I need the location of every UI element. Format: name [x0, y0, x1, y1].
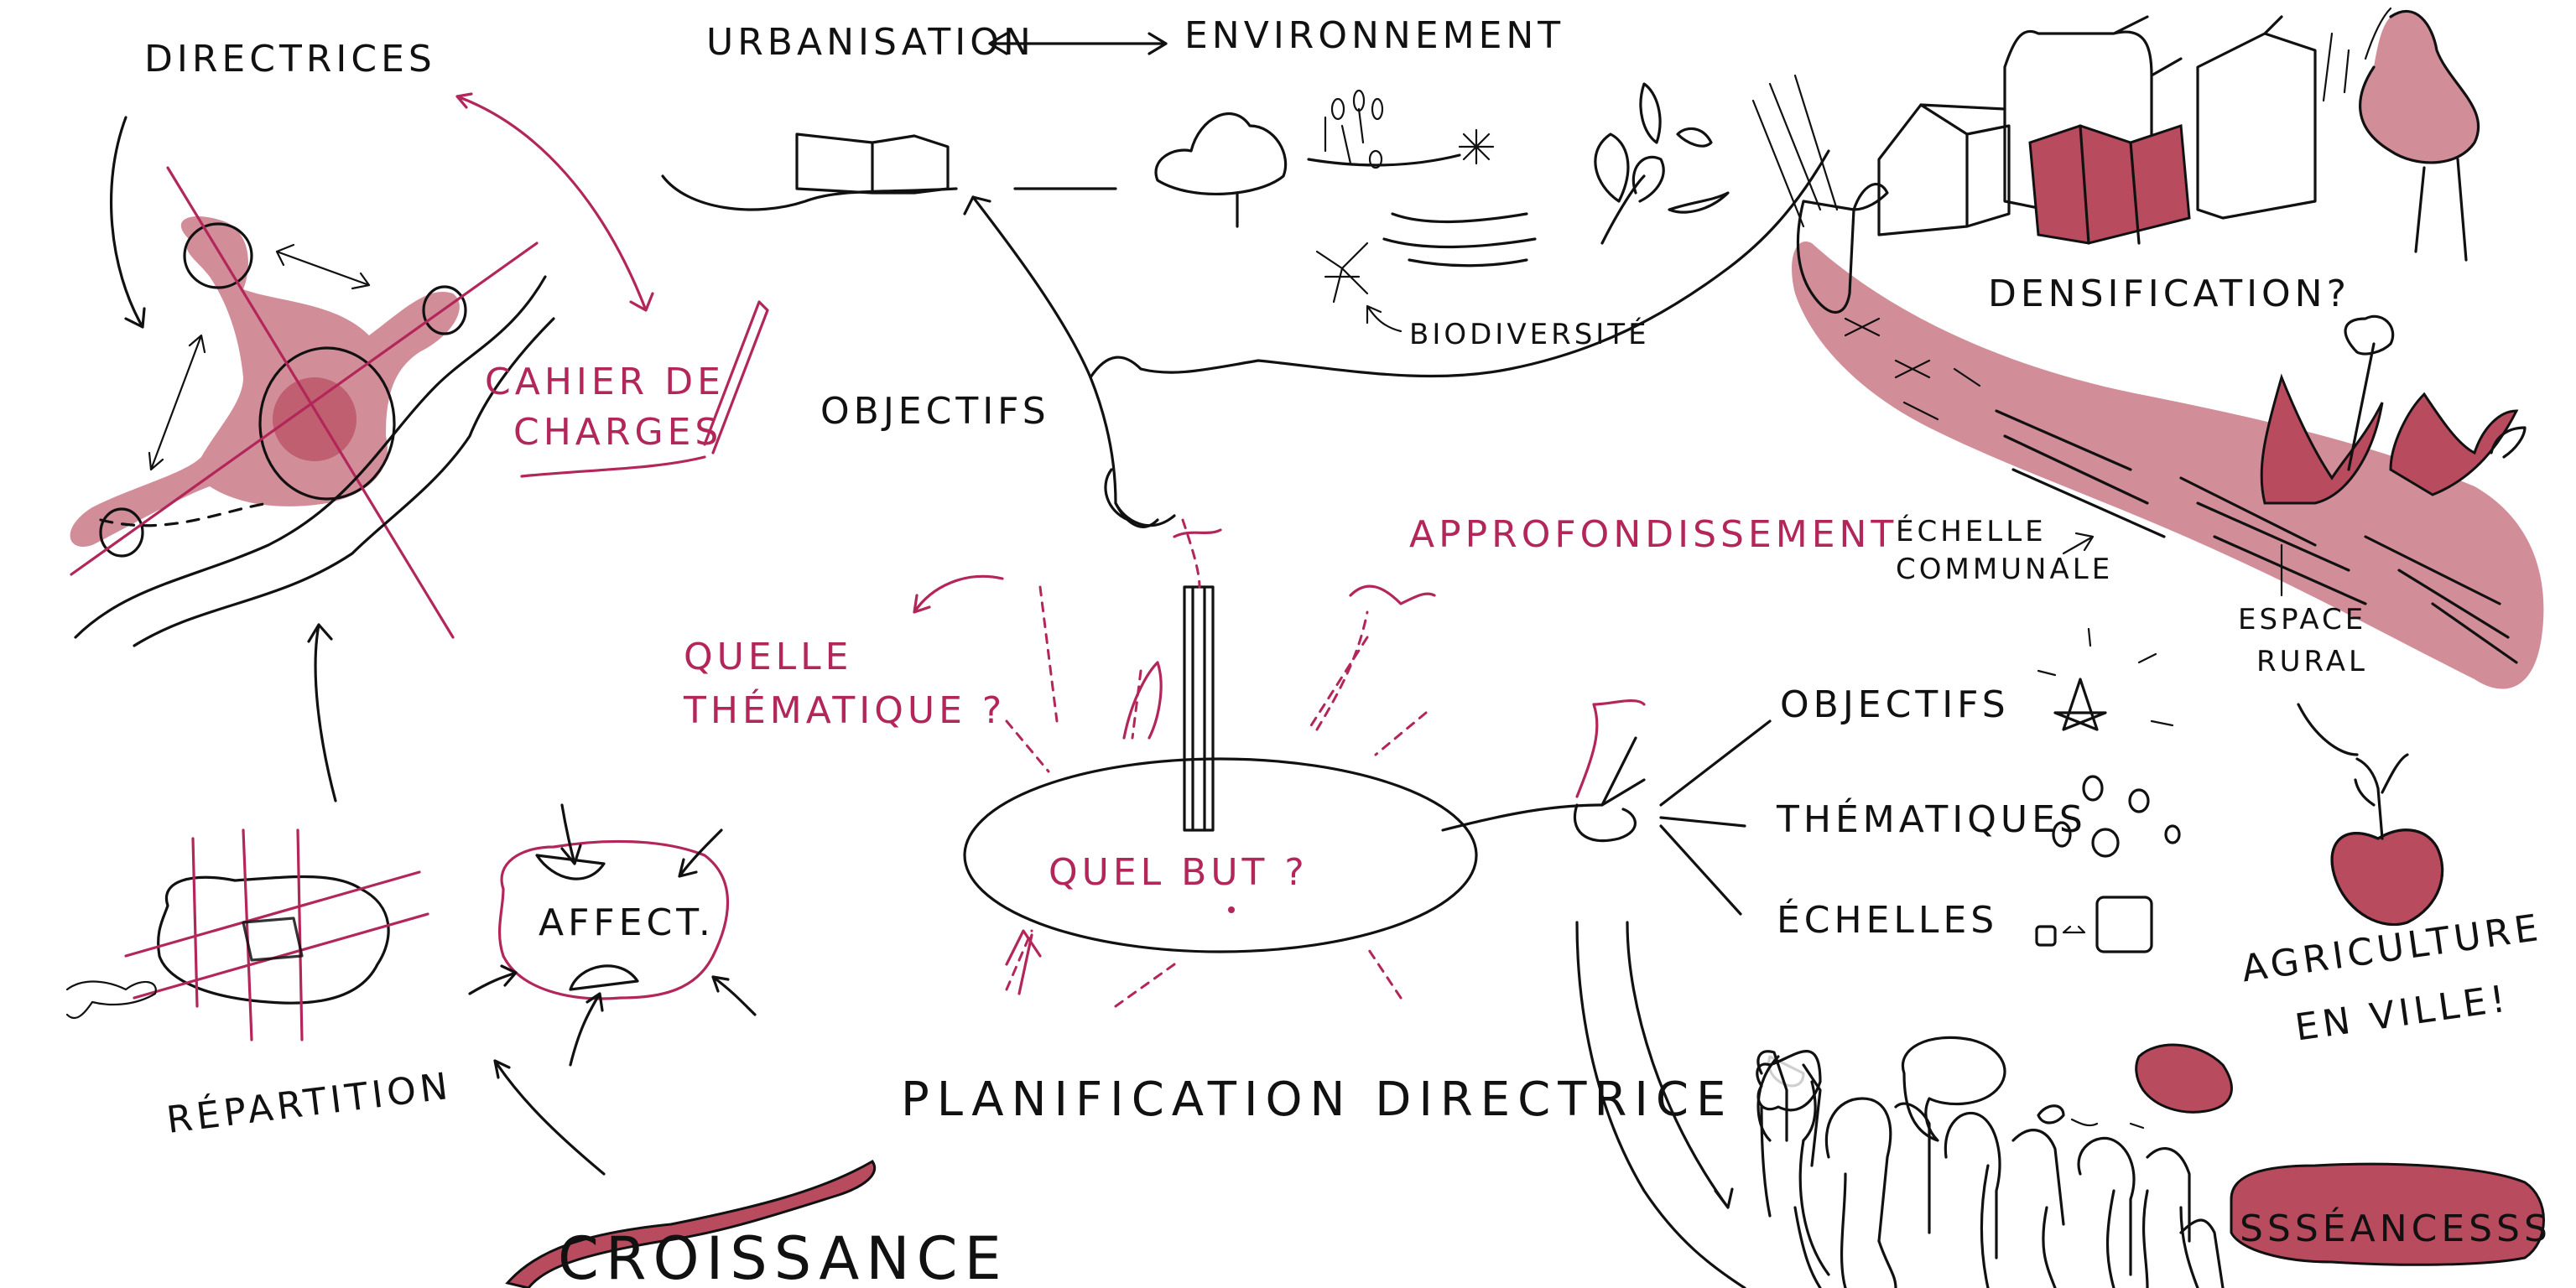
label-agriculture-line2: EN VILLE! — [2292, 977, 2512, 1049]
label-urbanisation: URBANISATION — [706, 21, 1035, 64]
label-planification: PLANIFICATION DIRECTRICE — [901, 1072, 1733, 1127]
label-objectifs-right: OBJECTIFS — [1780, 683, 2010, 726]
speech-bubbles — [1756, 1036, 2233, 1142]
label-affect: AFFECT. — [539, 901, 715, 944]
label-echelle-line2: COMMUNALE — [1896, 553, 2113, 586]
arrow-echelle — [2062, 532, 2095, 555]
repartition-map: RÉPARTITION — [65, 623, 455, 1142]
label-repartition: RÉPARTITION — [164, 1063, 455, 1142]
quel-but-ellipse: QUEL BUT ? — [963, 757, 1478, 953]
label-directrices: DIRECTRICES — [144, 38, 436, 80]
label-espace-line1: ESPACE — [2238, 603, 2366, 636]
label-quel-but: QUEL BUT ? — [1049, 851, 1309, 894]
bubbles-icon — [2052, 775, 2181, 858]
label-objectifs-top: OBJECTIFS — [820, 390, 1050, 433]
urban-buildings-sketch — [661, 132, 1117, 211]
star-icon — [2053, 678, 2107, 731]
axis-line-2 — [70, 242, 539, 576]
label-quelle-line1: QUELLE — [684, 636, 852, 678]
croissance-banner: CROISSANCE — [505, 1159, 1008, 1288]
nature-sketch — [1154, 82, 1730, 304]
densification-sketch — [1751, 7, 2544, 689]
label-espace-line2: RURAL — [2256, 645, 2368, 678]
scale-icon — [2035, 896, 2153, 953]
label-quelle-line2: THÉMATIQUE ? — [683, 688, 1006, 732]
node-right-circle — [422, 285, 467, 335]
double-arrow-icon — [988, 32, 1168, 55]
affect-map: AFFECT. — [468, 803, 757, 1176]
seances-badge: SSSÉANCESSS — [2230, 1162, 2552, 1266]
label-densification: DENSIFICATION? — [1988, 273, 2350, 315]
arrow-biodiversite — [1366, 304, 1402, 333]
dashed-arrows-around — [1005, 585, 1428, 1008]
cahier-de-charges: CAHIER DE CHARGES — [485, 300, 769, 478]
label-approfondissement: APPROFONDISSEMENT — [1409, 513, 1897, 556]
label-biodiversite: BIODIVERSITÉ — [1409, 317, 1650, 351]
label-seances: SSSÉANCESSS — [2240, 1206, 2552, 1250]
pen-icon — [703, 300, 769, 454]
agriculture-icon — [2297, 703, 2444, 927]
node-center-circle — [258, 346, 396, 501]
insect-icon — [1315, 242, 1369, 304]
seances-group — [1575, 921, 2225, 1288]
criteria-list: OBJECTIFS THÉMATIQUES ÉCHELLES — [1441, 627, 2181, 953]
axis-line-1 — [166, 166, 455, 639]
label-echelle-line1: ÉCHELLE — [1896, 514, 2047, 548]
label-echelles: ÉCHELLES — [1777, 897, 1998, 942]
directrices-map — [70, 92, 654, 647]
node-left-circle — [99, 507, 144, 558]
label-cahier-line1: CAHIER DE — [485, 361, 725, 403]
label-cahier-line2: CHARGES — [513, 411, 722, 454]
central-pole — [1183, 585, 1215, 832]
label-thematiques: THÉMATIQUES — [1776, 797, 2087, 841]
central-figure — [963, 149, 1830, 832]
star-flower-icon — [1458, 128, 1495, 165]
label-croissance: CROISSANCE — [558, 1224, 1008, 1288]
label-environnement: ENVIRONNEMENT — [1184, 14, 1564, 57]
node-top-circle — [183, 222, 253, 289]
